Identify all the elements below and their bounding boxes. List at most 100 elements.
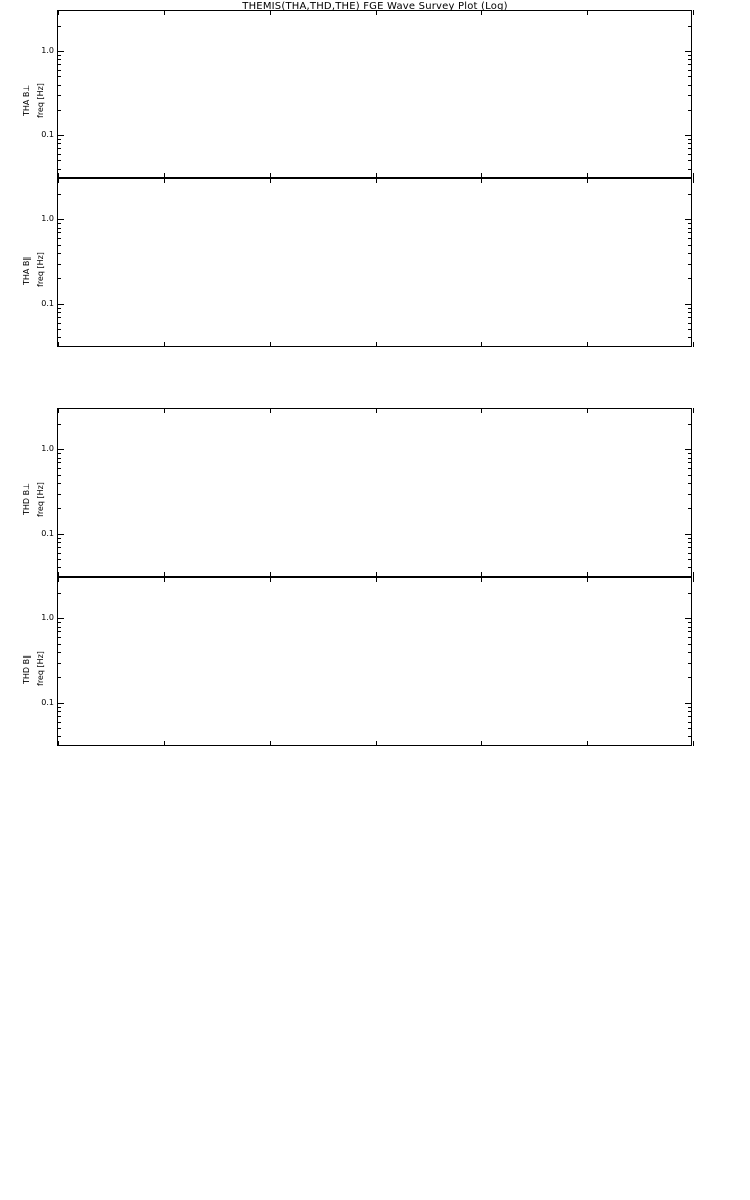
y-tick-minor: [688, 308, 692, 309]
x-tick: [693, 572, 694, 577]
x-tick: [164, 342, 165, 347]
y-tick-minor: [57, 538, 61, 539]
x-tick: [693, 741, 694, 746]
y-tick-minor: [57, 194, 61, 195]
x-tick: [58, 342, 59, 347]
y-tick-minor: [57, 59, 61, 60]
x-tick: [270, 572, 271, 577]
x-tick: [481, 342, 482, 347]
y-tick-minor: [688, 547, 692, 548]
x-tick: [58, 173, 59, 178]
y-tick-minor: [57, 148, 61, 149]
x-tick: [481, 173, 482, 178]
x-tick: [270, 178, 271, 183]
x-tick: [164, 10, 165, 15]
x-tick: [58, 741, 59, 746]
y-tick-minor: [688, 148, 692, 149]
y-tick-minor: [688, 637, 692, 638]
y-tick-minor: [57, 593, 61, 594]
spectrogram-tha-bperp: [58, 11, 691, 177]
x-tick: [481, 741, 482, 746]
y-tick-minor: [57, 677, 61, 678]
y-tick-minor: [57, 95, 61, 96]
y-tick-minor: [57, 228, 61, 229]
y-tick-minor: [688, 711, 692, 712]
y-tick-label: 1.0: [41, 46, 54, 55]
x-tick: [587, 342, 588, 347]
y-tick-label: 0.1: [41, 299, 54, 308]
y-tick-minor: [688, 110, 692, 111]
y-tick-minor: [688, 317, 692, 318]
y-tick-label: 1.0: [41, 444, 54, 453]
y-tick-minor: [688, 553, 692, 554]
y-tick-minor: [57, 110, 61, 111]
panel-label-tha-bpar: THA B‖: [22, 256, 31, 285]
y-tick-minor: [57, 483, 61, 484]
x-tick: [481, 577, 482, 582]
y-tick-minor: [688, 538, 692, 539]
y-tick-minor: [688, 76, 692, 77]
y-tick-minor: [688, 160, 692, 161]
y-tick-minor: [57, 547, 61, 548]
y-tick-major: [57, 135, 64, 136]
y-tick-minor: [57, 139, 61, 140]
y-tick-minor: [57, 627, 61, 628]
spectrogram-thd-bpar: [58, 578, 691, 745]
y-tick-minor: [688, 143, 692, 144]
y-tick-minor: [688, 542, 692, 543]
y-tick-major: [685, 534, 692, 535]
y-tick-minor: [57, 278, 61, 279]
y-tick-major: [685, 703, 692, 704]
y-tick-minor: [688, 139, 692, 140]
y-tick-minor: [688, 567, 692, 568]
x-tick: [376, 178, 377, 183]
y-tick-minor: [688, 253, 692, 254]
y-tick-minor: [688, 70, 692, 71]
y-tick-minor: [688, 264, 692, 265]
y-tick-minor: [57, 722, 61, 723]
y-tick-major: [685, 51, 692, 52]
x-tick: [270, 577, 271, 582]
y-tick-minor: [57, 494, 61, 495]
y-tick-minor: [57, 567, 61, 568]
y-tick-minor: [688, 223, 692, 224]
y-tick-minor: [57, 707, 61, 708]
x-tick: [693, 342, 694, 347]
x-tick: [587, 408, 588, 413]
y-axis-label: freq [Hz]: [36, 481, 45, 517]
y-tick-minor: [688, 707, 692, 708]
x-tick: [58, 572, 59, 577]
y-tick-minor: [688, 329, 692, 330]
x-tick: [376, 577, 377, 582]
y-tick-minor: [57, 232, 61, 233]
y-tick-minor: [57, 245, 61, 246]
x-tick: [376, 741, 377, 746]
y-tick-minor: [57, 542, 61, 543]
y-tick-minor: [688, 677, 692, 678]
y-tick-minor: [57, 85, 61, 86]
x-tick: [693, 577, 694, 582]
y-tick-minor: [688, 593, 692, 594]
y-tick-minor: [57, 337, 61, 338]
y-tick-minor: [57, 453, 61, 454]
y-tick-minor: [57, 323, 61, 324]
y-tick-minor: [57, 622, 61, 623]
y-tick-minor: [688, 716, 692, 717]
y-tick-label: 1.0: [41, 214, 54, 223]
y-tick-minor: [57, 663, 61, 664]
panel-thd-bperp: 1.0 0.1: [41, 408, 694, 577]
x-tick: [481, 408, 482, 413]
panel-label-thd-bperp: THD B⊥: [22, 482, 31, 515]
x-tick: [587, 577, 588, 582]
y-tick-minor: [57, 223, 61, 224]
y-tick-minor: [57, 26, 61, 27]
y-tick-minor: [57, 553, 61, 554]
x-tick: [164, 178, 165, 183]
y-tick-minor: [688, 631, 692, 632]
x-tick: [587, 741, 588, 746]
y-axis-label: freq [Hz]: [36, 83, 45, 118]
y-tick-minor: [688, 85, 692, 86]
y-tick-minor: [688, 458, 692, 459]
panel-label-thd-bpar: THD B‖: [22, 654, 31, 684]
y-tick-minor: [57, 238, 61, 239]
